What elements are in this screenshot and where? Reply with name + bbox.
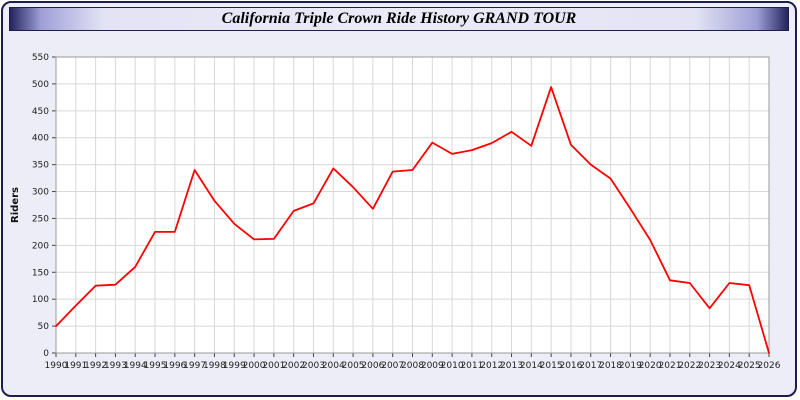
y-tick-label: 400 [32, 134, 49, 144]
x-tick-label: 2015 [540, 361, 563, 371]
x-tick-label: 2011 [460, 361, 483, 371]
x-tick-label: 2000 [243, 361, 266, 371]
x-tick-label: 1994 [124, 361, 147, 371]
chart-area: 1990 1991 1992 1993 1994 1995 1996 1997 1998 1999… [5, 31, 795, 395]
riders-series-line [55, 86, 770, 354]
y-tick-label: 300 [32, 188, 49, 198]
y-tick-label: 150 [32, 268, 49, 278]
x-tick-label: 1991 [64, 361, 87, 371]
chart-title: California Triple Crown Ride History GRA… [221, 10, 577, 27]
y-tick-label: 450 [32, 107, 49, 117]
x-tick-label: 2004 [322, 361, 345, 371]
x-tick-label: 2009 [421, 361, 444, 371]
y-tick-label: 500 [32, 80, 49, 90]
y-tick-label: 50 [38, 322, 50, 332]
x-tick-label: 2019 [619, 361, 642, 371]
x-tick-label: 2018 [599, 361, 622, 371]
y-tick-label: 0 [43, 349, 49, 359]
plot-border [55, 56, 770, 354]
x-tick-label: 2010 [441, 361, 464, 371]
y-tick-label: 550 [32, 53, 49, 63]
x-tick-label: 1990 [45, 361, 68, 371]
x-tick-label: 2016 [559, 361, 582, 371]
x-tick-label: 2005 [342, 361, 365, 371]
x-tick-label: 2026 [758, 361, 781, 371]
x-tick-label: 1998 [203, 361, 226, 371]
x-tick-label: 1996 [163, 361, 186, 371]
x-tick-label: 2008 [401, 361, 424, 371]
x-tick-label: 1995 [144, 361, 167, 371]
x-tick-label: 2020 [639, 361, 662, 371]
x-tick-label: 2022 [678, 361, 701, 371]
x-tick-label: 2017 [579, 361, 602, 371]
x-tick-label: 1992 [84, 361, 107, 371]
x-tick-label: 2014 [520, 361, 543, 371]
x-tick-label: 2001 [262, 361, 285, 371]
title-bar: California Triple Crown Ride History GRA… [9, 7, 789, 31]
y-axis-label: Riders [10, 187, 21, 223]
line-chart: 1990199119921993199419951996199719981999… [10, 53, 781, 371]
x-tick-label: 2012 [480, 361, 503, 371]
x-tick-label: 2013 [500, 361, 523, 371]
x-tick-label: 1999 [223, 361, 246, 371]
y-tick-label: 200 [32, 241, 49, 251]
x-tick-label: 2002 [282, 361, 305, 371]
x-tick-label: 1993 [104, 361, 127, 371]
y-tick-label: 250 [32, 214, 49, 224]
x-tick-label: 2007 [381, 361, 404, 371]
y-tick-label: 350 [32, 161, 49, 171]
x-tick-label: 2024 [718, 361, 741, 371]
x-tick-label: 2025 [738, 361, 761, 371]
x-tick-label: 2003 [302, 361, 325, 371]
x-tick-label: 2006 [361, 361, 384, 371]
x-tick-label: 1997 [183, 361, 206, 371]
x-tick-label: 2023 [698, 361, 721, 371]
x-tick-label: 2021 [659, 361, 682, 371]
y-tick-label: 100 [32, 295, 49, 305]
